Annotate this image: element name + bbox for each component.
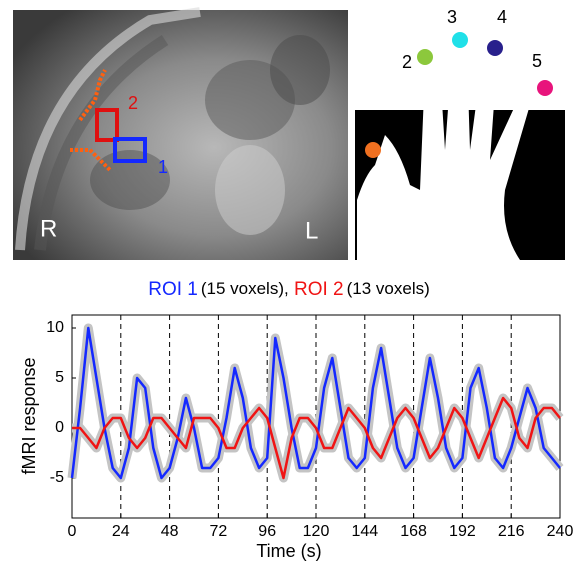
series-line bbox=[70, 326, 561, 480]
finger-dot bbox=[537, 80, 553, 96]
x-tick-label: 240 bbox=[547, 523, 574, 540]
y-tick-label: 0 bbox=[55, 419, 64, 436]
brain-panel: 2 1 R L bbox=[13, 7, 348, 260]
x-tick-label: 192 bbox=[449, 523, 476, 540]
finger-label: 5 bbox=[532, 51, 542, 71]
x-tick-label: 96 bbox=[258, 523, 276, 540]
x-tick-label: 216 bbox=[498, 523, 525, 540]
y-tick-label: 5 bbox=[55, 369, 64, 386]
finger-label: 4 bbox=[497, 7, 507, 27]
series-line bbox=[72, 396, 561, 480]
roi1-box bbox=[113, 137, 147, 163]
x-tick-label: 168 bbox=[400, 523, 427, 540]
x-tick-label: 144 bbox=[351, 523, 378, 540]
finger-label: 3 bbox=[447, 7, 457, 27]
x-tick-label: 0 bbox=[68, 523, 77, 540]
finger-dot bbox=[487, 40, 503, 56]
side-label: L bbox=[305, 217, 318, 244]
x-tick-label: 72 bbox=[210, 523, 228, 540]
y-axis-label: fMRI response bbox=[19, 357, 39, 474]
roi1-label: 1 bbox=[158, 157, 168, 177]
y-tick-label: 10 bbox=[46, 319, 64, 336]
x-tick-label: 24 bbox=[112, 523, 130, 540]
x-tick-label: 48 bbox=[161, 523, 179, 540]
finger-label: 1 bbox=[363, 107, 373, 127]
roi2-label: 2 bbox=[128, 93, 138, 113]
y-tick-label: -5 bbox=[50, 469, 64, 486]
legend-note: (15 voxels), bbox=[201, 279, 289, 298]
chart-title: ROI 1 (15 voxels), ROI 2 (13 voxels) bbox=[148, 279, 430, 300]
hand-shape bbox=[357, 50, 532, 260]
roi2-box bbox=[95, 108, 119, 142]
finger-dot bbox=[417, 49, 433, 65]
finger-label: 2 bbox=[402, 52, 412, 72]
legend-note: (13 voxels) bbox=[347, 279, 430, 298]
hand-panel: 1 2 3 4 5 bbox=[355, 7, 565, 260]
x-axis-label: Time (s) bbox=[256, 541, 321, 561]
finger-dot bbox=[452, 32, 468, 48]
side-label: R bbox=[40, 215, 57, 242]
legend-entry: ROI 1 bbox=[148, 279, 198, 300]
legend-entry: ROI 2 bbox=[294, 279, 344, 300]
finger-dot bbox=[365, 142, 381, 158]
x-tick-label: 120 bbox=[303, 523, 330, 540]
